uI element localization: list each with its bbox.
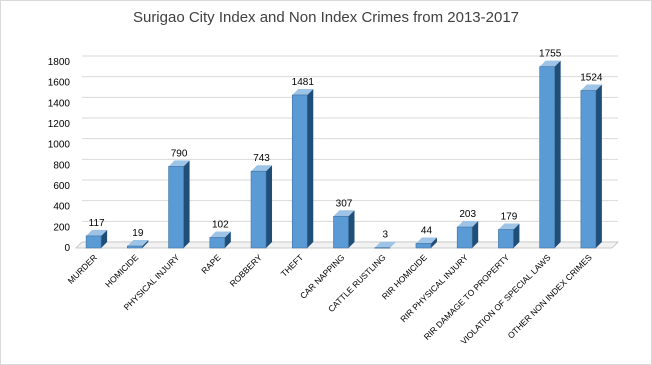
x-category-label: HOMICIDE: [103, 252, 140, 289]
data-labels: 117 19 790 102 743 1481 307 3 44 203 179 1755 1524: [89, 49, 603, 241]
x-category-label: OTHER NON INDEX CRIMES: [506, 252, 594, 340]
x-category-label: THEFT: [279, 252, 305, 278]
data-label: 203: [459, 209, 476, 220]
bar-front: [291, 94, 308, 249]
bar-side: [389, 241, 396, 248]
data-label: 1755: [539, 49, 562, 60]
bar-top: [86, 229, 108, 236]
data-label: 307: [336, 198, 353, 209]
bar-homicide: [127, 240, 149, 249]
bar-top: [127, 240, 149, 247]
y-tick-label: 600: [53, 181, 70, 192]
bar-side: [101, 229, 108, 248]
bar-top: [457, 221, 479, 228]
bar-rape: [209, 231, 231, 249]
bar-top: [415, 237, 437, 244]
x-category-label: RIR PHYSICAL INJURY: [398, 252, 470, 324]
bar-side: [595, 84, 602, 249]
y-tick-label: 1000: [48, 140, 71, 151]
bar-front: [209, 237, 226, 249]
x-category-label: RAPE: [199, 252, 223, 276]
data-label: 1481: [292, 77, 315, 88]
bar-car-napping: [333, 210, 355, 249]
data-label: 743: [253, 153, 270, 164]
chart-title: Surigao City Index and Non Index Crimes …: [132, 9, 520, 26]
bar-top: [209, 231, 231, 238]
bar-physical-injury: [168, 160, 190, 249]
bar-top: [168, 160, 190, 167]
bar-front: [333, 215, 349, 249]
data-label: 19: [132, 228, 144, 239]
bar-top: [580, 84, 602, 91]
bar-rir-physical-injury: [456, 221, 479, 249]
data-label: 1524: [580, 73, 603, 84]
bar-rir-homicide: [415, 237, 437, 249]
bar-side: [513, 223, 520, 248]
y-tick-label: 0: [64, 243, 70, 254]
bar-side: [307, 88, 314, 248]
bar-front: [85, 235, 102, 249]
y-axis-ticks: 0 200 400 600 800 1000 1200 1400 1600 1800: [48, 57, 71, 254]
bar-front: [498, 229, 514, 249]
data-label: 790: [171, 148, 188, 159]
bar-front: [580, 90, 597, 249]
bar-side: [142, 240, 149, 248]
y-tick-label: 1800: [48, 57, 71, 68]
y-tick-label: 800: [53, 160, 70, 171]
bar-robbery: [250, 165, 273, 249]
bar-top: [374, 241, 396, 248]
bar-front: [250, 170, 267, 249]
bar-violation-of-special-laws: [539, 60, 561, 249]
bars: [85, 60, 602, 249]
x-category-label: RIR DAMAGE TO PROPERTY: [422, 252, 512, 342]
bar-front: [168, 166, 184, 249]
bar-side: [472, 221, 479, 248]
bar-side: [224, 231, 231, 248]
bar-top: [292, 88, 314, 95]
bar-top: [539, 60, 561, 67]
y-tick-label: 1400: [48, 98, 71, 109]
bar-side: [348, 210, 355, 248]
bar-theft: [291, 88, 314, 249]
data-label: 117: [89, 218, 105, 229]
bar-side: [266, 165, 273, 248]
data-label: 3: [382, 230, 388, 241]
y-tick-label: 400: [53, 202, 70, 213]
bar-side: [183, 160, 190, 248]
bar-rir-damage-to-property: [498, 223, 520, 249]
bar-side: [554, 60, 561, 249]
bar-top: [498, 223, 520, 230]
bar-other-non-index-crimes: [580, 84, 602, 249]
bar-front: [456, 226, 473, 249]
y-tick-label: 1600: [48, 78, 71, 89]
bar-side: [430, 237, 437, 248]
bar-front: [374, 247, 391, 249]
data-label: 102: [212, 219, 229, 230]
bar-front: [127, 245, 143, 249]
bar-front: [539, 66, 555, 249]
data-label: 179: [501, 212, 518, 223]
x-category-label: MURDER: [66, 252, 99, 285]
bar-top: [333, 210, 355, 217]
y-tick-label: 1200: [48, 119, 71, 130]
bar-murder: [85, 229, 108, 249]
x-category-label: ROBBERY: [228, 252, 265, 289]
bar-cattle-rustling: [374, 241, 396, 249]
bar-front: [415, 243, 432, 249]
y-tick-label: 200: [53, 222, 70, 233]
data-label: 44: [421, 225, 433, 236]
bar-top: [251, 165, 273, 172]
